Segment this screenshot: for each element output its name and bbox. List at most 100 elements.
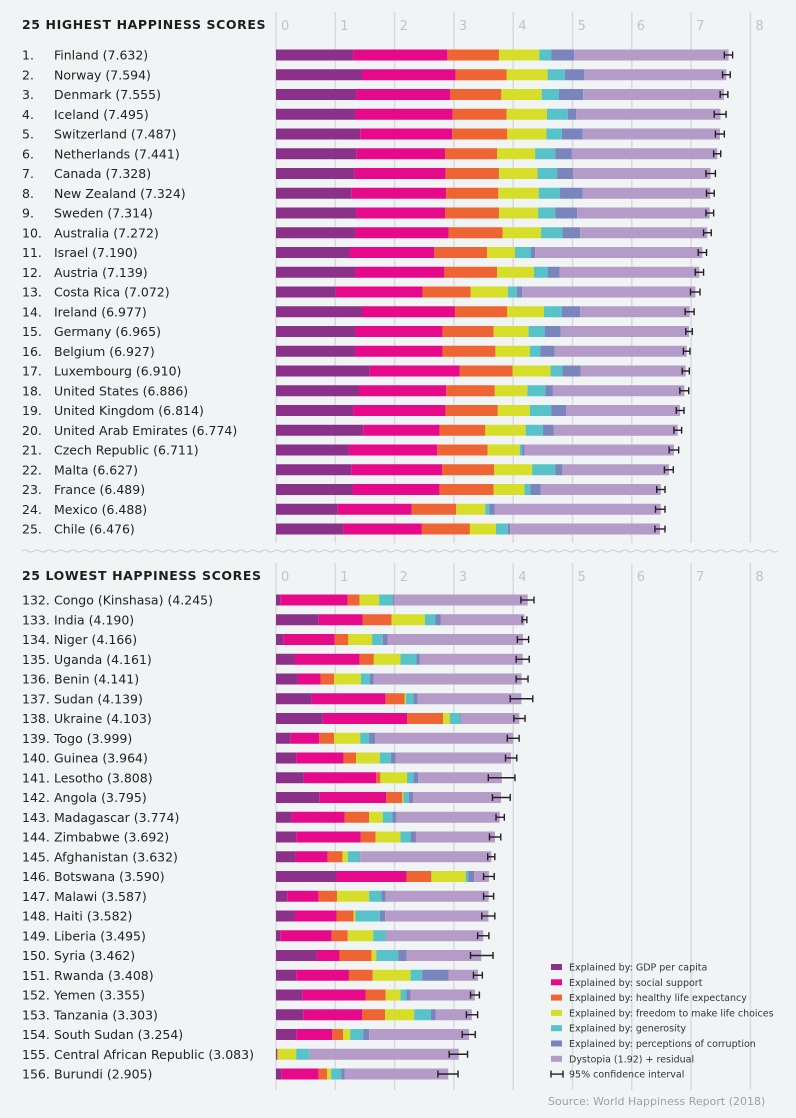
bar-segment-generosity [407,772,414,784]
x-tick-label: 8 [755,19,763,34]
confidence-interval [694,268,705,276]
bar-segment-dystopia [474,871,489,882]
country-label: Yemen (3.355) [53,988,145,1003]
bar-segment-freedom [502,227,542,239]
rank-label: 151. [22,968,50,983]
rank-label: 16. [22,344,42,359]
bar-row: 23. France (6.489) [22,482,666,497]
bar-segment-freedom [375,831,401,843]
rank-label: 139. [22,731,50,746]
bar-segment-corruption [555,148,572,160]
bar-segment-gdp [276,653,295,665]
bar-row: 150. Syria (3.462) [22,948,494,963]
bar-segment-corruption [545,385,553,397]
x-tick-label: 7 [696,19,704,34]
legend-label: 95% confidence interval [569,1070,684,1081]
country-label: Costa Rica (7.072) [54,285,170,300]
x-tick-label: 5 [578,570,586,585]
country-label: Luxembourg (6.910) [54,364,181,379]
confidence-interval [461,1031,476,1038]
bar-segment-generosity [350,1029,364,1040]
bar-segment-social [355,108,453,120]
bar-segment-dystopia [410,989,475,1001]
bar-segment-social [319,792,387,803]
bar-segment-health [376,772,381,784]
confidence-interval [487,774,516,782]
country-label: Central African Republic (3.083) [54,1047,254,1062]
bar-segment-freedom [494,385,528,397]
bar-segment-social [297,673,321,685]
bar-segment-freedom [277,1048,297,1060]
legend-item-corruption: Explained by: perceptions of corruption [551,1039,756,1050]
country-label: Madagascar (3.774) [54,810,179,825]
bar-segment-social [280,930,332,942]
bar-segment-freedom [343,1029,351,1040]
bar-segment-dystopia [418,772,502,784]
bar-row: 152. Yemen (3.355) [22,988,481,1003]
bar-segment-freedom [347,930,374,942]
confidence-interval [515,675,529,683]
bar-segment-dystopia [574,49,729,61]
bar-segment-generosity [541,89,559,100]
bar-segment-corruption [567,108,577,120]
rank-label: 136. [22,672,50,687]
bar-segment-gdp [276,306,362,318]
bar-segment-health [445,207,499,219]
rank-label: 6. [22,146,34,161]
bar-segment-corruption [413,693,418,705]
bar-segment-social [296,831,361,843]
bar-segment-health [442,345,496,357]
bar-segment-generosity [369,890,382,902]
bar-segment-freedom [334,673,361,685]
bar-row: 136. Benin (4.141) [22,672,529,687]
bar-segment-dystopia [553,424,678,436]
bar-segment-generosity [400,831,411,843]
rank-label: 133. [22,612,50,627]
bar-segment-corruption [460,713,462,724]
confidence-interval [679,387,690,395]
bar-segment-social [351,464,443,476]
country-label: Ukraine (4.103) [54,711,152,726]
bar-segment-dystopia [577,207,710,219]
bar-segment-health [452,108,507,120]
bar-row: 3. Denmark (7.555) [22,87,729,102]
bar-segment-social [296,1029,333,1040]
bar-segment-freedom [501,89,542,100]
bar-segment-health [446,385,495,397]
rank-label: 1. [22,48,34,63]
bar-segment-freedom [326,1068,332,1080]
bar-segment-freedom [512,365,551,377]
bar-segment-generosity [537,168,558,179]
bar-segment-corruption [555,207,578,219]
bar-segment-generosity [376,950,399,961]
legend-label: Explained by: GDP per capita [569,963,707,974]
confidence-interval [681,367,691,375]
country-label: Syria (3.462) [54,948,135,963]
bar-row: 137. Sudan (4.139) [22,691,534,706]
legend-item-gdp: Explained by: GDP per capita [551,963,707,974]
bar-segment-freedom [359,594,380,606]
bar-segment-health [444,266,498,278]
country-label: Zimbabwe (3.692) [54,830,169,845]
confidence-interval [469,952,494,959]
bar-segment-dystopia [524,444,674,456]
rank-label: 25. [22,522,42,537]
highest-scores-section: 25 HIGHEST HAPPINESS SCORES 0 1 2 3 4 5 6 7 8 1. Fi… [22,12,764,543]
bar-segment-dystopia [415,831,495,843]
confidence-interval [689,288,701,296]
country-label: United Arab Emirates (6.774) [54,423,237,438]
rank-label: 10. [22,225,42,240]
bar-segment-gdp [276,187,352,199]
rank-label: 155. [22,1047,50,1062]
bar-row: 139. Togo (3.999) [22,731,520,746]
confidence-interval [520,596,535,604]
bar-segment-generosity [544,306,562,318]
bar-row: 7. Canada (7.328) [22,166,717,181]
country-label: Mexico (6.488) [54,502,147,517]
bar-segment-dystopia [522,286,696,298]
bar-segment-health [339,950,372,961]
confidence-interval [515,655,530,663]
country-label: Uganda (4.161) [54,652,152,667]
rank-label: 147. [22,889,50,904]
section-title: 25 LOWEST HAPPINESS SCORES [22,568,262,583]
